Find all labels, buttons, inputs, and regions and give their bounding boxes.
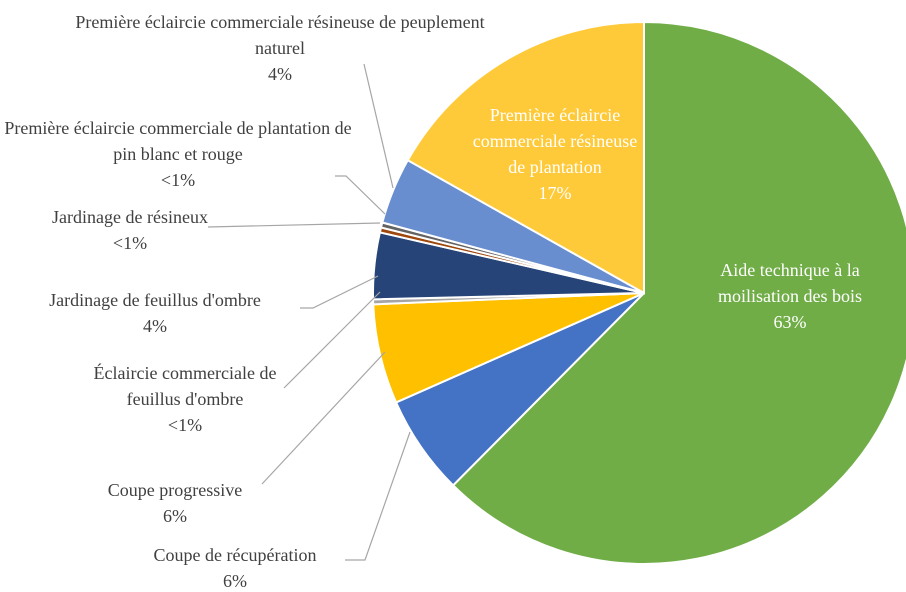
category-label: Coupe de récupération xyxy=(153,545,317,565)
leader-line xyxy=(363,63,394,189)
value-label: 17% xyxy=(538,183,572,203)
pie-slice xyxy=(406,20,645,295)
category-label: Jardinage de résineux xyxy=(52,207,208,227)
leader-line xyxy=(207,222,381,228)
leader-line xyxy=(261,351,386,485)
category-label: Éclaircie commerciale de feuillus d'ombr… xyxy=(93,363,277,409)
value-label: <1% xyxy=(160,170,196,190)
category-label: Première éclaircie commerciale de planta… xyxy=(4,118,352,164)
leader-line xyxy=(345,431,411,561)
leader-line xyxy=(335,175,386,215)
category-label: Coupe progressive xyxy=(107,480,243,500)
value-label: <1% xyxy=(167,415,203,435)
category-label: Première éclaircie commerciale résineuse… xyxy=(75,12,485,58)
value-label: 4% xyxy=(268,64,292,84)
value-label: 6% xyxy=(163,506,187,526)
leader-line xyxy=(300,275,379,309)
leader-line xyxy=(283,291,381,389)
category-label: Première éclaircie commerciale résineuse… xyxy=(472,105,638,177)
category-label: Aide technique à la moilisation des bois xyxy=(718,260,862,306)
value-label: 4% xyxy=(143,316,167,336)
value-label: 63% xyxy=(773,312,807,332)
value-label: 6% xyxy=(223,571,247,591)
pie-slice xyxy=(451,20,906,565)
value-label: <1% xyxy=(112,233,148,253)
category-label: Jardinage de feuillus d'ombre xyxy=(49,290,261,310)
